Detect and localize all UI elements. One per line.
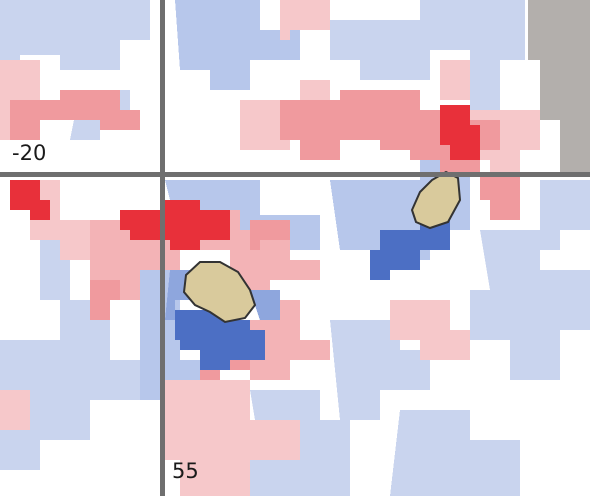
vertical-line-label: 55 xyxy=(172,459,199,483)
vertical-line xyxy=(160,0,165,496)
patch xyxy=(0,390,30,430)
horizontal-line-label: -20 xyxy=(12,141,46,165)
activation-map: -20 55 xyxy=(0,0,590,496)
patch xyxy=(440,60,470,100)
horizontal-line xyxy=(0,172,590,177)
